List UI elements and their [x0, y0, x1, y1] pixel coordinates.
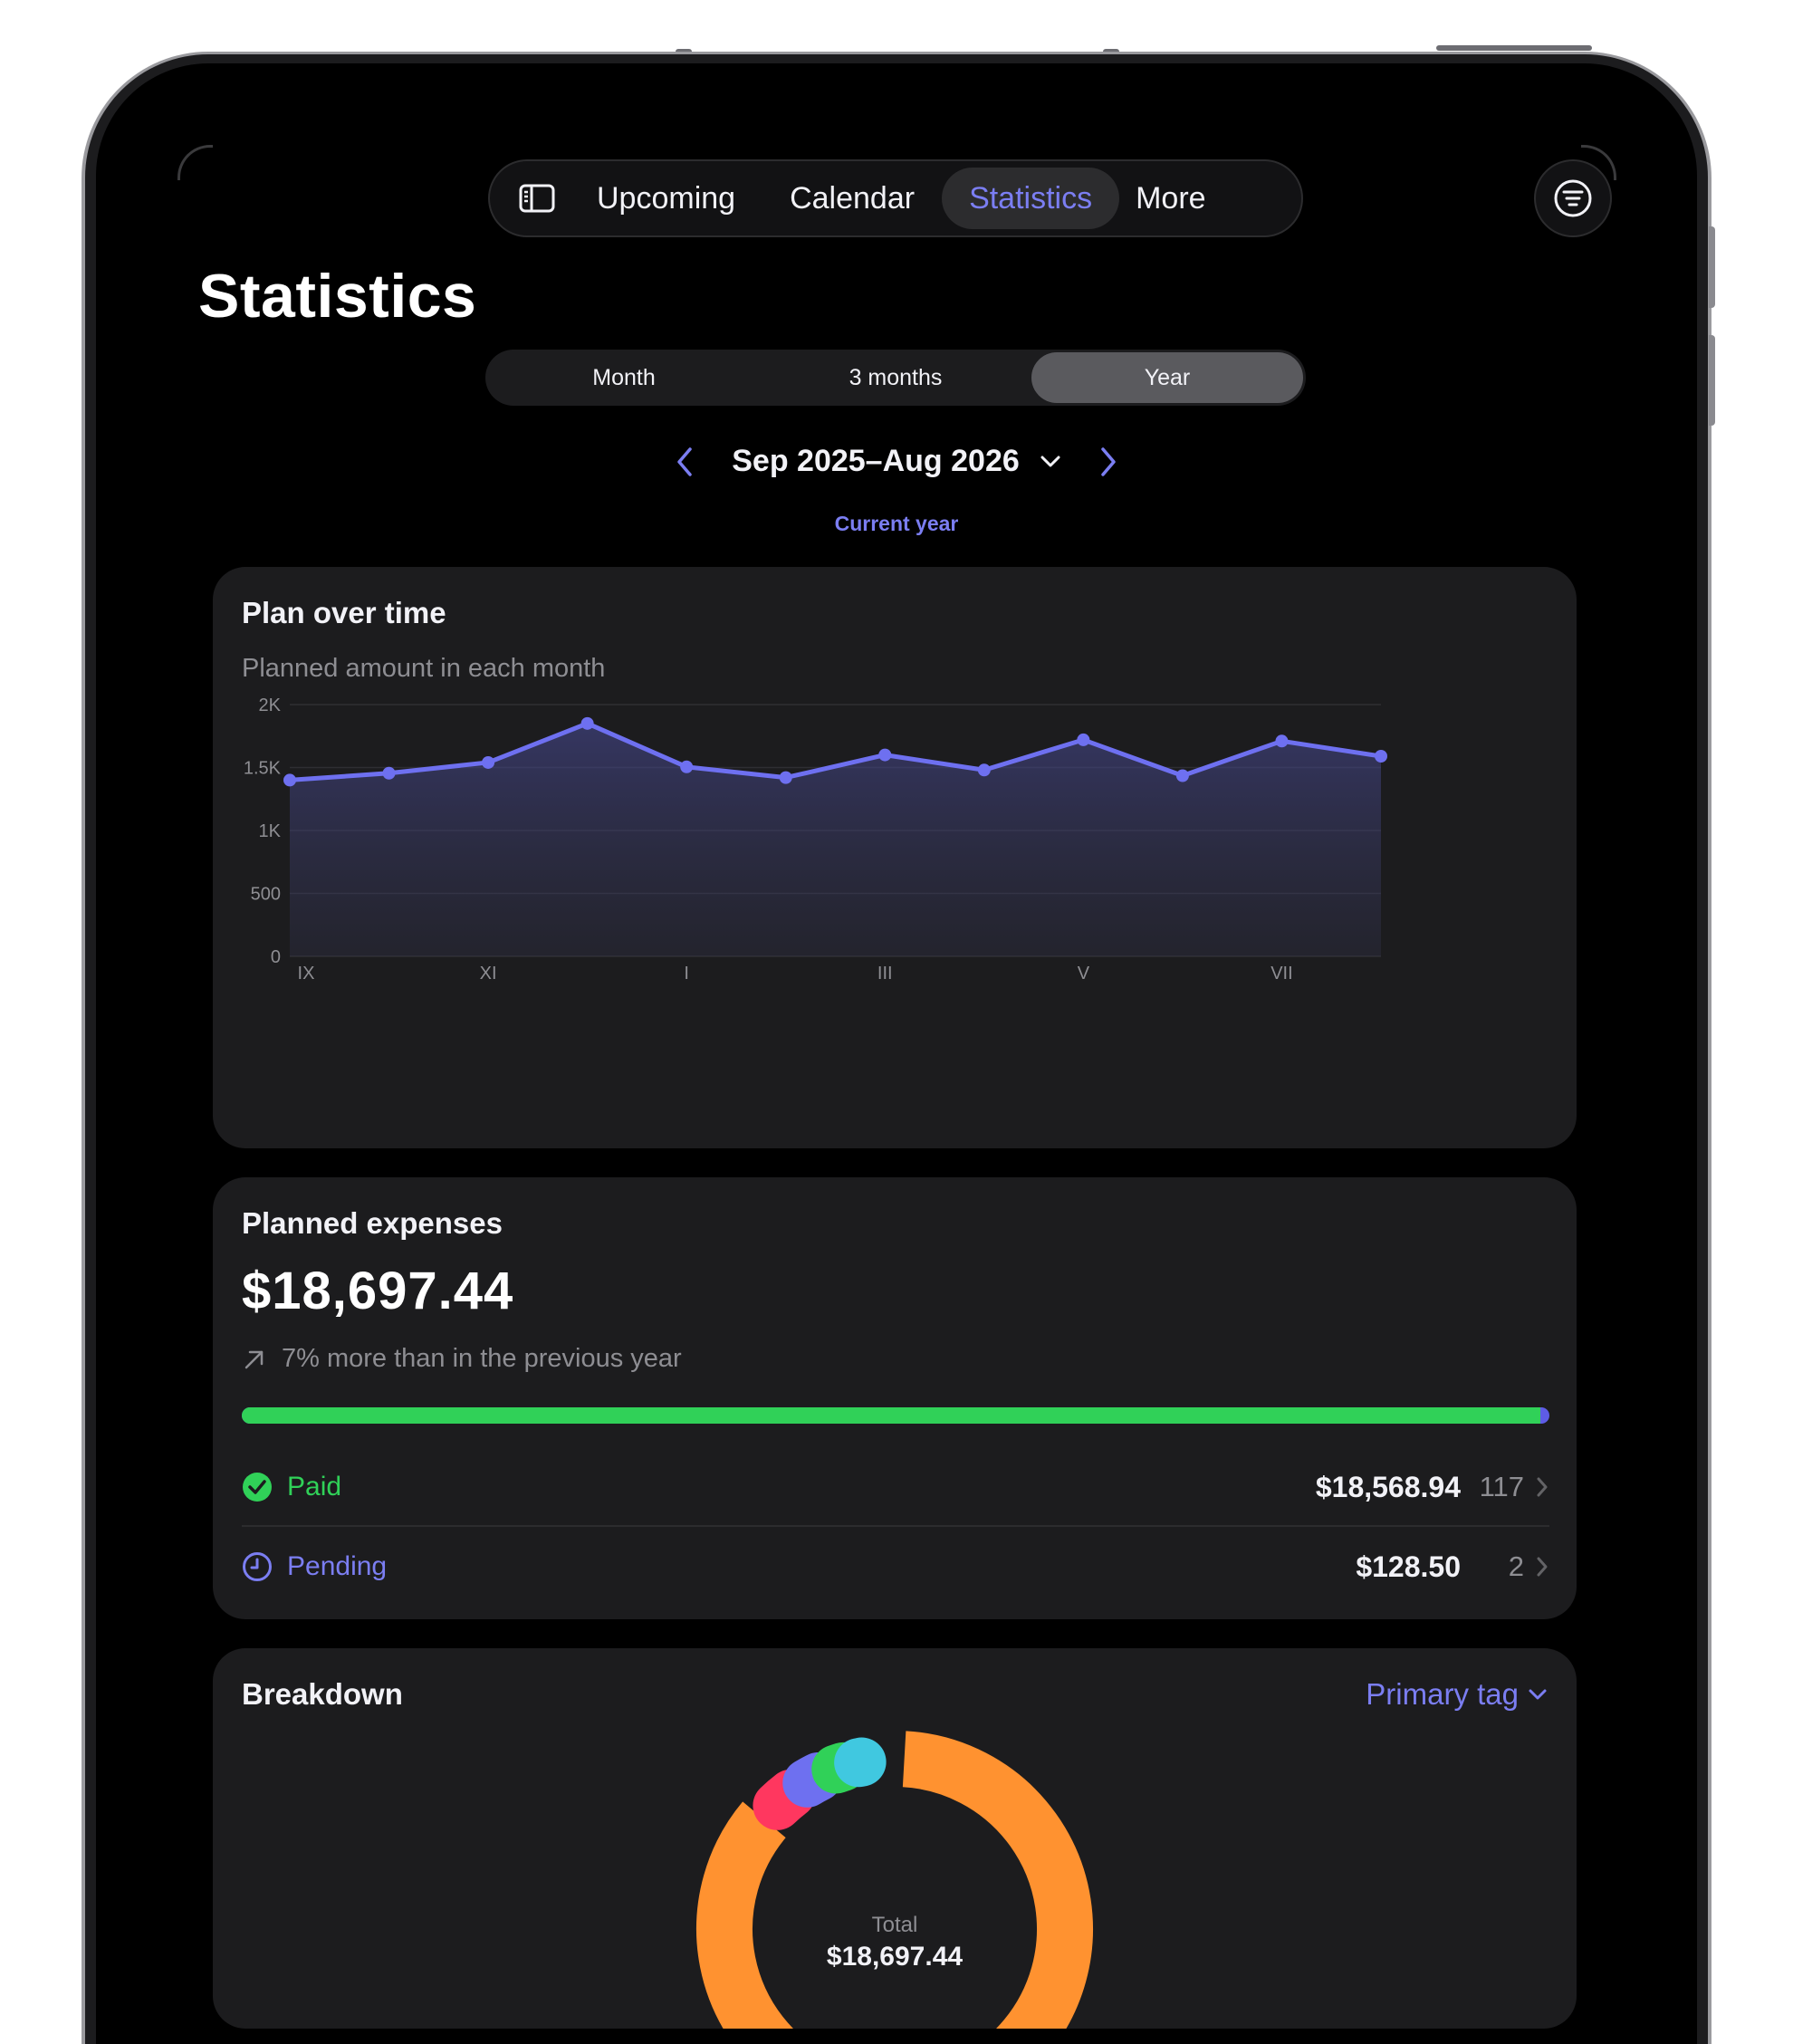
paid-progress-bar: [242, 1407, 1549, 1424]
chart-point: [878, 748, 892, 762]
comparison-label: 7% more than in the previous year: [282, 1344, 682, 1373]
row-divider: [242, 1525, 1549, 1527]
pending-amount: $128.50: [1356, 1550, 1461, 1583]
chart-point: [1375, 749, 1387, 763]
x-tick-label: VII: [1270, 964, 1292, 984]
page-title: Statistics: [198, 262, 477, 331]
chart-point: [680, 760, 694, 773]
card-subtitle: Planned amount in each month: [242, 654, 606, 683]
chart-point: [1275, 734, 1289, 748]
card-title: Plan over time: [242, 596, 446, 629]
clock-icon: [243, 1552, 272, 1581]
comparison-text: 7% more than in the previous year: [242, 1344, 682, 1374]
chart-point: [482, 755, 495, 769]
pending-label: Pending: [287, 1551, 388, 1581]
chart-area: [290, 723, 1381, 956]
period-segmented-control: Month 3 months Year: [485, 350, 1306, 406]
top-nav-bar: Upcoming Calendar Statistics More: [488, 159, 1303, 237]
chevron-left-icon: [677, 446, 692, 476]
chart-point: [382, 766, 396, 780]
next-period-button[interactable]: [1098, 446, 1117, 477]
segment-month[interactable]: Month: [592, 365, 656, 390]
tab-more[interactable]: More: [1136, 181, 1206, 216]
chevron-right-icon: [1535, 1556, 1549, 1578]
device-volume-button: [1709, 226, 1715, 308]
pending-count: 2: [1508, 1550, 1524, 1582]
x-tick-label: I: [684, 964, 689, 984]
x-tick-label: XI: [480, 964, 497, 984]
sidebar-toggle-icon[interactable]: [504, 168, 570, 228]
arrow-up-right-icon: [244, 1350, 264, 1368]
x-tick-label: IX: [298, 964, 315, 984]
tab-statistics[interactable]: Statistics: [942, 168, 1120, 229]
paid-row[interactable]: Paid $18,568.94 117: [242, 1460, 1549, 1514]
chart-line: [289, 721, 1382, 782]
donut-total-label: Total: [871, 1913, 918, 1937]
current-year-link[interactable]: Current year: [834, 512, 959, 535]
chart-point: [283, 773, 296, 787]
chart-point: [977, 763, 991, 777]
y-tick-label: 2K: [259, 696, 282, 715]
tab-calendar[interactable]: Calendar: [790, 181, 916, 216]
chevron-right-icon: [1101, 446, 1116, 476]
paid-progress-fill: [242, 1407, 1540, 1424]
period-selector: Sep 2025–Aug 2026: [0, 444, 1793, 479]
chart-point: [580, 716, 594, 730]
planned-total-amount: $18,697.44: [242, 1262, 514, 1320]
planned-expenses-card: Planned expenses $18,697.44 7% more than…: [213, 1177, 1577, 1619]
checkmark-circle-icon: [243, 1473, 272, 1502]
pending-row[interactable]: Pending $128.50 2: [242, 1540, 1549, 1594]
device-power-button: [1436, 45, 1592, 51]
paid-amount: $18,568.94: [1315, 1470, 1461, 1503]
breakdown-card: Breakdown Primary tag Total $18,697.44: [213, 1648, 1577, 2029]
y-tick-label: 0: [271, 947, 281, 967]
card-title: Breakdown: [242, 1677, 403, 1711]
primary-tag-selector[interactable]: Primary tag: [1366, 1677, 1548, 1712]
donut-total-value: $18,697.44: [826, 1942, 964, 1972]
chevron-down-icon: [1529, 1689, 1547, 1700]
period-label[interactable]: Sep 2025–Aug 2026: [732, 444, 1020, 478]
donut-segment-cyan[interactable]: [834, 1737, 887, 1788]
chart-point: [1077, 733, 1090, 746]
y-tick-label: 500: [251, 885, 281, 905]
previous-period-button[interactable]: [676, 446, 695, 477]
chevron-down-icon: [1040, 456, 1060, 466]
card-title: Planned expenses: [242, 1206, 503, 1240]
device-volume-button: [1709, 335, 1715, 426]
primary-tag-label: Primary tag: [1366, 1677, 1519, 1711]
chart-point: [779, 771, 792, 784]
paid-label: Paid: [287, 1472, 342, 1502]
tab-upcoming[interactable]: Upcoming: [597, 181, 736, 216]
y-tick-label: 1.5K: [244, 759, 282, 779]
y-tick-label: 1K: [259, 821, 282, 841]
x-tick-label: III: [877, 964, 893, 984]
chevron-right-icon: [1535, 1476, 1549, 1498]
donut-segment-orange[interactable]: [696, 1731, 1093, 2029]
plan-over-time-card: Plan over time Planned amount in each mo…: [213, 567, 1577, 1148]
segment-year[interactable]: Year: [1031, 352, 1303, 403]
breakdown-donut-chart: [696, 1731, 1093, 2029]
paid-count: 117: [1479, 1471, 1524, 1502]
filter-icon: [1554, 179, 1592, 217]
period-dropdown-button[interactable]: [1040, 455, 1061, 469]
chart-point: [1175, 769, 1189, 782]
x-tick-label: V: [1078, 964, 1090, 984]
segment-3-months[interactable]: 3 months: [849, 365, 943, 390]
filter-button[interactable]: [1534, 159, 1612, 237]
